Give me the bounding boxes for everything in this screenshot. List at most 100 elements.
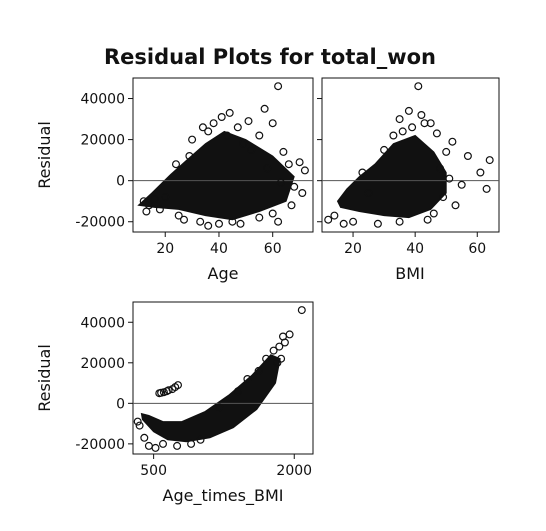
y-tick-label: 40000 bbox=[80, 92, 125, 108]
y-tick-label: 0 bbox=[116, 396, 125, 412]
scatter-point bbox=[255, 131, 264, 140]
scatter-point bbox=[273, 358, 282, 367]
scatter-point bbox=[174, 211, 183, 220]
scatter-point bbox=[295, 158, 304, 167]
scatter-point bbox=[349, 217, 358, 226]
scatter-point bbox=[133, 417, 142, 426]
scatter-point bbox=[244, 117, 253, 126]
scatter-point bbox=[260, 104, 269, 113]
scatter-point bbox=[284, 160, 293, 169]
axis-ticks-age: 20 40 60 -20000 0 20000 40000 bbox=[75, 92, 281, 257]
scatter-point bbox=[432, 129, 441, 138]
x-axis-label-age-times-bmi: Age_times_BMI bbox=[163, 486, 284, 506]
scatter-point bbox=[448, 137, 457, 146]
scatter-point bbox=[155, 205, 164, 214]
scatter-point bbox=[234, 387, 243, 396]
scatter-point bbox=[223, 131, 232, 140]
scatter-point bbox=[151, 443, 160, 452]
plot-body-bmi bbox=[322, 82, 499, 228]
x-tick-label: 2000 bbox=[276, 463, 312, 479]
scatter-point bbox=[420, 119, 429, 128]
scatter-point bbox=[161, 193, 170, 202]
scatter-point bbox=[395, 115, 404, 124]
scatter-point bbox=[364, 189, 373, 198]
y-tick-label: 40000 bbox=[80, 315, 125, 331]
scatter-point bbox=[287, 201, 296, 210]
scatter-point bbox=[482, 184, 491, 193]
scatter-point bbox=[298, 189, 307, 198]
scatter-point bbox=[215, 403, 224, 412]
scatter-point bbox=[174, 381, 183, 390]
x-axis-label-bmi: BMI bbox=[395, 264, 425, 283]
scatter-point bbox=[436, 164, 445, 173]
scatter-point bbox=[485, 156, 494, 165]
x-tick-label: 20 bbox=[344, 241, 362, 257]
plot-body-age-times-bmi bbox=[133, 306, 313, 452]
scatter-point bbox=[297, 306, 306, 315]
scatter-point bbox=[204, 127, 213, 136]
scatter-point bbox=[135, 421, 144, 430]
scatter-point bbox=[172, 160, 181, 169]
x-tick-label: 60 bbox=[468, 241, 486, 257]
scatter-point bbox=[173, 441, 182, 450]
scatter-point bbox=[215, 219, 224, 228]
x-tick-label: 500 bbox=[140, 463, 167, 479]
y-tick-label: 20000 bbox=[80, 356, 125, 372]
scatter-point bbox=[209, 119, 218, 128]
scatter-point bbox=[188, 135, 197, 144]
x-tick-label: 20 bbox=[156, 241, 174, 257]
scatter-point bbox=[445, 174, 454, 183]
scatter-point bbox=[358, 168, 367, 177]
scatter-point bbox=[233, 123, 242, 132]
scatter-point bbox=[243, 375, 252, 384]
scatter-point bbox=[439, 193, 448, 202]
scatter-point bbox=[380, 145, 389, 154]
scatter-point bbox=[187, 439, 196, 448]
scatter-point bbox=[263, 164, 272, 173]
scatter-point bbox=[457, 180, 466, 189]
scatter-point bbox=[300, 166, 309, 175]
scatter-point bbox=[225, 108, 234, 117]
dense-point-cloud bbox=[137, 130, 295, 221]
scatter-point bbox=[280, 338, 289, 347]
scatter-point bbox=[228, 217, 237, 226]
scatter-point bbox=[451, 201, 460, 210]
x-axis-label-age: Age bbox=[208, 264, 239, 283]
scatter-point bbox=[162, 387, 171, 396]
scatter-point bbox=[180, 215, 189, 224]
scatter-point bbox=[398, 127, 407, 136]
x-tick-label: 40 bbox=[406, 241, 424, 257]
scatter-point bbox=[339, 219, 348, 228]
scatter-point bbox=[324, 215, 333, 224]
x-tick-label: 60 bbox=[264, 241, 282, 257]
scatter-point bbox=[142, 207, 151, 216]
scatter-point bbox=[279, 147, 288, 156]
scatter-point bbox=[476, 168, 485, 177]
residual-plot-age-times-bmi: 500 2000 -20000 0 20000 40000 Age_times_BMI R… bbox=[35, 301, 314, 506]
scatter-point bbox=[423, 215, 432, 224]
scatter-point bbox=[290, 182, 299, 191]
scatter-point bbox=[150, 195, 159, 204]
scatter-point bbox=[159, 439, 168, 448]
chart-title: Residual Plots for total_won bbox=[104, 45, 436, 69]
scatter-point bbox=[268, 119, 277, 128]
scatter-point bbox=[198, 123, 207, 132]
scatter-point bbox=[185, 152, 194, 161]
scatter-point bbox=[247, 145, 256, 154]
scatter-point bbox=[373, 219, 382, 228]
y-tick-label: -20000 bbox=[75, 215, 125, 231]
residual-plot-age: 20 40 60 -20000 0 20000 40000 Age Residual bbox=[35, 77, 314, 283]
scatter-point bbox=[330, 211, 339, 220]
y-axis-label-age: Residual bbox=[35, 121, 54, 189]
scatter-point bbox=[395, 217, 404, 226]
scatter-point bbox=[274, 217, 283, 226]
y-tick-label: -20000 bbox=[75, 437, 125, 453]
scatter-point bbox=[139, 197, 148, 206]
scatter-point bbox=[269, 346, 278, 355]
scatter-point bbox=[239, 139, 248, 148]
scatter-point bbox=[217, 112, 226, 121]
scatter-point bbox=[140, 433, 149, 442]
scatter-point bbox=[276, 178, 285, 187]
plot-body-age bbox=[133, 82, 313, 230]
